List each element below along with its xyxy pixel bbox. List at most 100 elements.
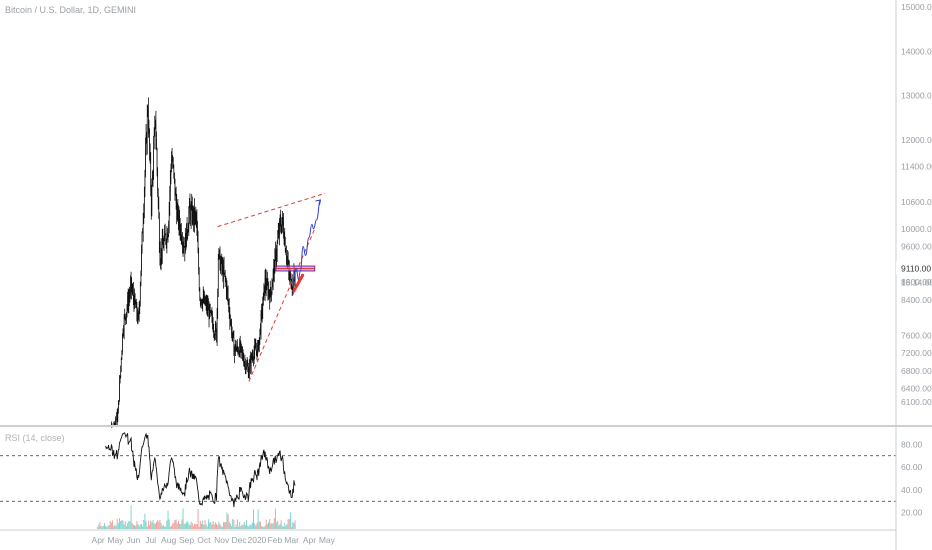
candle-body	[179, 226, 181, 235]
volume-bar	[241, 524, 243, 529]
candle-body	[123, 331, 124, 333]
candle-body	[271, 291, 272, 294]
candle-body	[199, 288, 201, 300]
candle-body	[114, 423, 115, 425]
volume-bar	[149, 525, 151, 529]
time-tick-label: Apr	[303, 535, 316, 545]
candle-body	[142, 220, 144, 233]
candle-body	[142, 232, 143, 234]
volume-bar	[231, 526, 233, 529]
candle-body	[141, 249, 142, 271]
candle-body	[216, 310, 218, 341]
volume-bar	[232, 519, 234, 529]
candle-body	[278, 231, 279, 238]
candle-body	[168, 205, 170, 225]
candle-body	[153, 148, 154, 175]
candle-body	[193, 207, 195, 222]
candle-body	[225, 278, 227, 281]
candle-body	[134, 294, 136, 303]
candle-body	[157, 170, 158, 191]
volume-bar	[287, 519, 289, 529]
volume-bar	[209, 522, 211, 529]
candle-body	[198, 252, 199, 271]
volume-bar	[247, 525, 249, 529]
candle-body	[125, 314, 126, 318]
candle-body	[149, 130, 150, 152]
rsi-title: RSI (14, close)	[5, 433, 65, 443]
candle-body	[188, 214, 190, 229]
volume-bar	[121, 519, 123, 529]
volume-bar	[263, 526, 265, 529]
volume-bar	[183, 523, 185, 529]
candle-body	[216, 329, 217, 341]
time-tick-label: Jul	[145, 535, 156, 545]
candle-body	[290, 274, 291, 276]
rsi-pane	[0, 432, 896, 529]
candle-body	[223, 266, 225, 273]
candle-body	[171, 159, 173, 161]
candle-body	[117, 413, 119, 421]
candle-body	[247, 365, 248, 368]
volume-bar	[168, 519, 170, 529]
candle-body	[200, 299, 201, 302]
volume-bar	[269, 518, 271, 529]
candle-body	[173, 165, 175, 174]
candle-body	[127, 296, 128, 308]
volume-bar	[206, 526, 208, 529]
volume-bar	[105, 525, 107, 529]
candle-body	[286, 257, 288, 260]
candle-body	[211, 314, 213, 316]
candle-body	[201, 299, 202, 304]
candle-body	[122, 334, 123, 352]
candle-body	[146, 134, 147, 142]
candle-body	[209, 306, 211, 312]
volume-bar	[257, 509, 259, 529]
candle-body	[158, 202, 160, 218]
candle-body	[224, 273, 226, 279]
candle-body	[156, 138, 157, 150]
candle-body	[203, 295, 204, 300]
volume-bar	[224, 522, 226, 529]
candle-body	[136, 303, 138, 316]
candle-body	[264, 285, 265, 295]
volume-bar	[157, 520, 159, 529]
volume-bar	[229, 523, 231, 529]
candle-body	[178, 208, 179, 226]
candle-body	[265, 286, 267, 290]
candle-body	[129, 293, 131, 296]
candle-body	[120, 365, 121, 376]
volume-bar	[124, 521, 126, 529]
volume-bar	[181, 519, 183, 529]
candle-body	[218, 258, 219, 291]
volume-bar	[201, 523, 203, 529]
candle-body	[232, 332, 233, 335]
volume-bar	[210, 522, 212, 529]
candle-body	[255, 346, 257, 351]
volume-bar	[276, 522, 278, 529]
volume-bar	[132, 524, 134, 529]
chart-title: Bitcoin / U.S. Dollar, 1D, GEMINI	[5, 5, 136, 15]
volume-bar	[284, 522, 286, 529]
candle-body	[283, 235, 285, 244]
candle-body	[176, 203, 177, 220]
candle-body	[292, 279, 294, 289]
candle-body	[217, 290, 218, 311]
candle-body	[272, 282, 273, 288]
candle-body	[126, 307, 128, 313]
time-tick-label: Aug	[161, 535, 176, 545]
candle-body	[228, 300, 229, 305]
candle-body	[157, 190, 159, 203]
volume-bar	[204, 520, 206, 529]
candle-body	[156, 149, 158, 171]
candle-body	[246, 364, 247, 369]
volume-bar	[122, 520, 124, 529]
candle-body	[151, 184, 153, 211]
candle-body	[218, 250, 220, 259]
current-price-badge: 9110.00	[901, 263, 931, 273]
volume-bar	[264, 525, 266, 529]
candle-body	[282, 217, 283, 225]
candle-body	[265, 277, 266, 287]
candle-body	[202, 299, 203, 306]
